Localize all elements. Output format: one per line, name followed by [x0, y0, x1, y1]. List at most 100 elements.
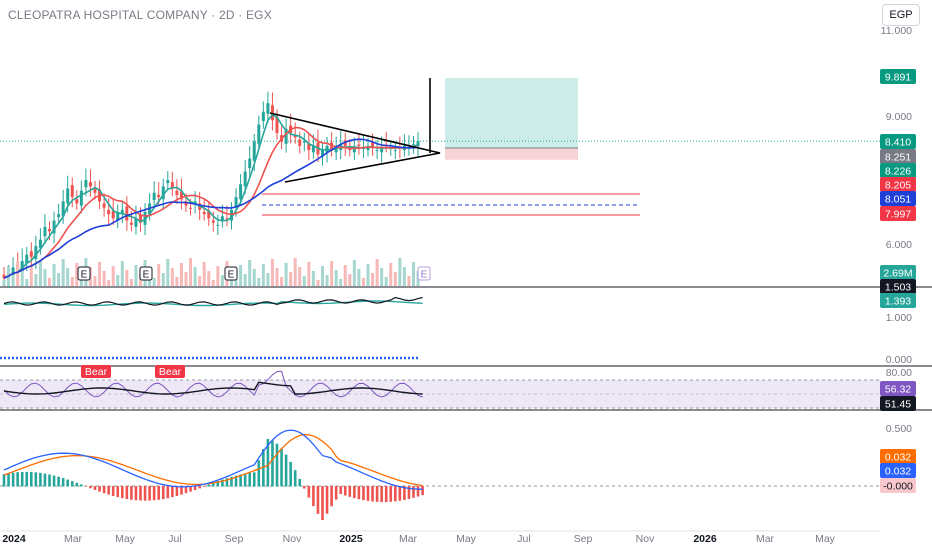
macd-value-label-bg: [880, 449, 916, 464]
macd-bar: [193, 486, 197, 491]
macd-bar: [207, 484, 211, 487]
rsi-axis-tick: 80.00: [886, 367, 912, 379]
volume-bar: [20, 270, 24, 286]
macd-bar: [298, 478, 302, 487]
macd-bar: [148, 486, 151, 501]
target-zone: [445, 77, 578, 148]
macd-bar: [161, 486, 165, 500]
volume-bar: [280, 277, 284, 286]
candle-body: [25, 254, 29, 264]
volume-bar: [211, 280, 215, 286]
macd-bar: [89, 486, 92, 489]
macd-bar: [16, 472, 19, 487]
candle-body: [284, 128, 288, 144]
macd-bar: [398, 486, 402, 501]
macd-bar: [98, 486, 101, 492]
volume-bar: [334, 270, 338, 286]
macd-bar: [61, 478, 65, 487]
volume-bar: [107, 280, 111, 286]
volume-bar: [57, 273, 61, 286]
macd-bar: [303, 486, 306, 489]
candle-body: [357, 144, 361, 146]
macd-histogram: [2, 438, 424, 521]
volume-bar: [216, 266, 220, 286]
candle-body: [321, 150, 324, 157]
macd-bar: [316, 486, 320, 514]
volume-bar: [166, 259, 170, 286]
volume-bar: [393, 272, 397, 286]
candle-body: [120, 209, 124, 215]
earnings-marker: E: [421, 270, 428, 281]
candle-body: [207, 210, 211, 219]
time-axis-tick: Jul: [168, 533, 181, 545]
rsi-ma-line: [3, 381, 423, 395]
macd-bar: [230, 476, 233, 487]
volume-bar: [380, 268, 384, 286]
currency-button[interactable]: EGP: [882, 4, 920, 26]
macd-bar: [362, 486, 365, 501]
macd-bar: [271, 440, 274, 487]
candle-body: [175, 190, 179, 195]
candle-body: [116, 212, 120, 221]
volume-bar: [61, 259, 65, 286]
candle-body: [371, 142, 375, 148]
volume-bar: [275, 268, 279, 286]
candle-body: [343, 140, 347, 146]
volume-bar: [157, 264, 161, 286]
time-axis-tick: Mar: [399, 533, 418, 545]
oscillator-value-label-bg: [880, 279, 916, 294]
volume-bar: [325, 275, 329, 286]
macd-bar: [134, 486, 138, 501]
volume-bar: [207, 271, 211, 286]
time-axis-tick: May: [815, 533, 836, 545]
volume-bar: [25, 279, 29, 286]
macd-bar: [325, 486, 329, 514]
price-axis-tick: 6.000: [886, 239, 912, 251]
volume-bars: [2, 258, 420, 286]
candle-body: [257, 124, 261, 144]
macd-bar: [257, 460, 261, 487]
oscillator-line: [3, 296, 423, 306]
volume-bar: [239, 265, 243, 286]
candle-body: [48, 229, 51, 232]
bear-annotation-bg: [155, 365, 185, 378]
volume-bar: [316, 280, 320, 286]
candle-body: [298, 139, 302, 146]
earnings-marker-box: [77, 266, 91, 281]
macd-bar: [212, 482, 215, 487]
macd-bar: [248, 472, 251, 487]
macd-bar: [166, 486, 170, 499]
macd-bar: [284, 454, 288, 487]
volume-bar: [248, 260, 252, 286]
macd-bar: [403, 486, 406, 500]
candle-body: [334, 148, 338, 153]
macd-bar: [225, 478, 229, 487]
earnings-marker-box: [224, 266, 238, 281]
volume-bar: [189, 258, 193, 286]
time-axis-tick: Sep: [574, 533, 593, 545]
price-label-bg: [880, 163, 916, 178]
candle-body: [248, 158, 252, 169]
candle-body: [311, 145, 315, 153]
macd-bar: [57, 476, 60, 487]
candle-body: [75, 199, 79, 204]
macd-bar: [234, 475, 238, 487]
macd-bar: [175, 486, 179, 496]
volume-label: 2.69M: [883, 268, 912, 280]
candle-body: [184, 201, 188, 206]
volume-bar: [284, 263, 288, 286]
macd-bar: [334, 486, 338, 500]
candle-body: [239, 184, 243, 200]
volume-bar: [111, 266, 115, 286]
volume-bar: [352, 260, 356, 286]
oscillator-lines: [3, 296, 423, 307]
bear-annotation: Bear: [85, 366, 108, 378]
oscillator-axis-tick: 1.000: [886, 312, 912, 324]
volume-bar: [70, 277, 74, 286]
time-axis-tick: Sep: [225, 533, 244, 545]
macd-bar: [307, 486, 311, 498]
macd-bar: [52, 475, 56, 487]
volume-bar: [66, 268, 70, 286]
candles: [2, 91, 420, 288]
